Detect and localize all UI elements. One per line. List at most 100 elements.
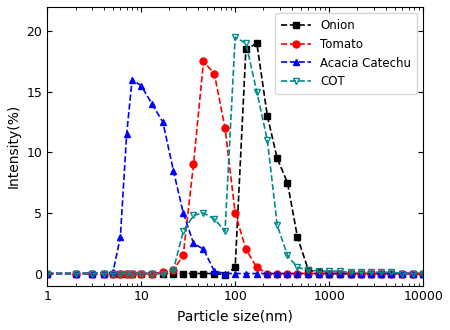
Acacia Catechu <box>316 272 322 276</box>
Acacia Catechu <box>274 272 280 276</box>
Tomato <box>316 272 322 276</box>
COT <box>337 269 342 273</box>
Onion <box>400 272 405 276</box>
Onion <box>101 272 107 276</box>
COT <box>420 272 426 276</box>
Onion <box>110 272 116 276</box>
Onion <box>348 272 354 276</box>
COT <box>379 270 384 274</box>
Tomato <box>400 272 405 276</box>
Tomato <box>110 272 116 276</box>
Tomato <box>201 59 206 63</box>
Onion <box>212 272 217 276</box>
Y-axis label: Intensity(%): Intensity(%) <box>7 104 21 188</box>
COT <box>139 272 144 276</box>
COT <box>201 211 206 215</box>
Tomato <box>348 272 354 276</box>
Acacia Catechu <box>306 272 311 276</box>
Tomato <box>117 272 123 276</box>
Onion <box>274 156 280 160</box>
Tomato <box>410 272 416 276</box>
Onion <box>389 272 394 276</box>
COT <box>212 217 217 221</box>
COT <box>124 272 129 276</box>
Acacia Catechu <box>420 272 426 276</box>
COT <box>110 272 116 276</box>
Tomato <box>180 253 186 257</box>
Onion <box>222 273 228 277</box>
Acacia Catechu <box>359 272 364 276</box>
Tomato <box>130 272 135 276</box>
COT <box>171 268 176 272</box>
COT <box>265 138 270 142</box>
COT <box>295 265 300 269</box>
Acacia Catechu <box>101 272 107 276</box>
Onion <box>326 272 332 276</box>
Tomato <box>212 72 217 76</box>
COT <box>130 272 135 276</box>
Acacia Catechu <box>295 272 300 276</box>
Tomato <box>160 270 166 274</box>
Acacia Catechu <box>160 120 166 124</box>
Onion <box>410 272 416 276</box>
COT <box>73 272 78 276</box>
Acacia Catechu <box>254 272 260 276</box>
Acacia Catechu <box>285 272 290 276</box>
Onion <box>265 114 270 118</box>
COT <box>90 272 95 276</box>
Tomato <box>285 272 290 276</box>
Acacia Catechu <box>222 272 228 276</box>
Acacia Catechu <box>201 247 206 251</box>
Onion <box>316 270 322 274</box>
Onion <box>306 268 311 272</box>
Tomato <box>45 272 50 276</box>
Line: Tomato: Tomato <box>44 58 427 277</box>
Acacia Catechu <box>90 272 95 276</box>
X-axis label: Particle size(nm): Particle size(nm) <box>177 309 293 323</box>
Acacia Catechu <box>400 272 405 276</box>
Tomato <box>369 272 374 276</box>
Onion <box>337 272 342 276</box>
Onion <box>243 48 248 51</box>
Acacia Catechu <box>265 272 270 276</box>
Acacia Catechu <box>369 272 374 276</box>
Acacia Catechu <box>243 272 248 276</box>
Line: Onion: Onion <box>44 40 427 278</box>
Acacia Catechu <box>348 272 354 276</box>
Acacia Catechu <box>139 84 144 88</box>
Tomato <box>124 272 129 276</box>
COT <box>222 229 228 233</box>
Onion <box>379 272 384 276</box>
COT <box>306 268 311 272</box>
Tomato <box>243 247 248 251</box>
Acacia Catechu <box>110 270 116 274</box>
Tomato <box>90 272 95 276</box>
Legend: Onion, Tomato, Acacia Catechu, COT: Onion, Tomato, Acacia Catechu, COT <box>275 13 417 94</box>
COT <box>274 223 280 227</box>
COT <box>400 272 405 276</box>
Acacia Catechu <box>130 78 135 82</box>
Acacia Catechu <box>45 272 50 276</box>
COT <box>243 41 248 45</box>
COT <box>359 270 364 274</box>
Onion <box>73 272 78 276</box>
COT <box>45 272 50 276</box>
Acacia Catechu <box>389 272 394 276</box>
Tomato <box>306 272 311 276</box>
Line: COT: COT <box>44 34 427 277</box>
Acacia Catechu <box>410 272 416 276</box>
Onion <box>45 272 50 276</box>
Onion <box>420 272 426 276</box>
Onion <box>171 272 176 276</box>
Acacia Catechu <box>149 102 155 106</box>
Tomato <box>337 272 342 276</box>
Onion <box>191 272 196 276</box>
Tomato <box>233 211 238 215</box>
Onion <box>254 41 260 45</box>
Acacia Catechu <box>191 241 196 245</box>
Onion <box>160 272 166 276</box>
Acacia Catechu <box>73 272 78 276</box>
Acacia Catechu <box>117 235 123 239</box>
Onion <box>201 272 206 276</box>
Line: Acacia Catechu: Acacia Catechu <box>44 76 427 277</box>
